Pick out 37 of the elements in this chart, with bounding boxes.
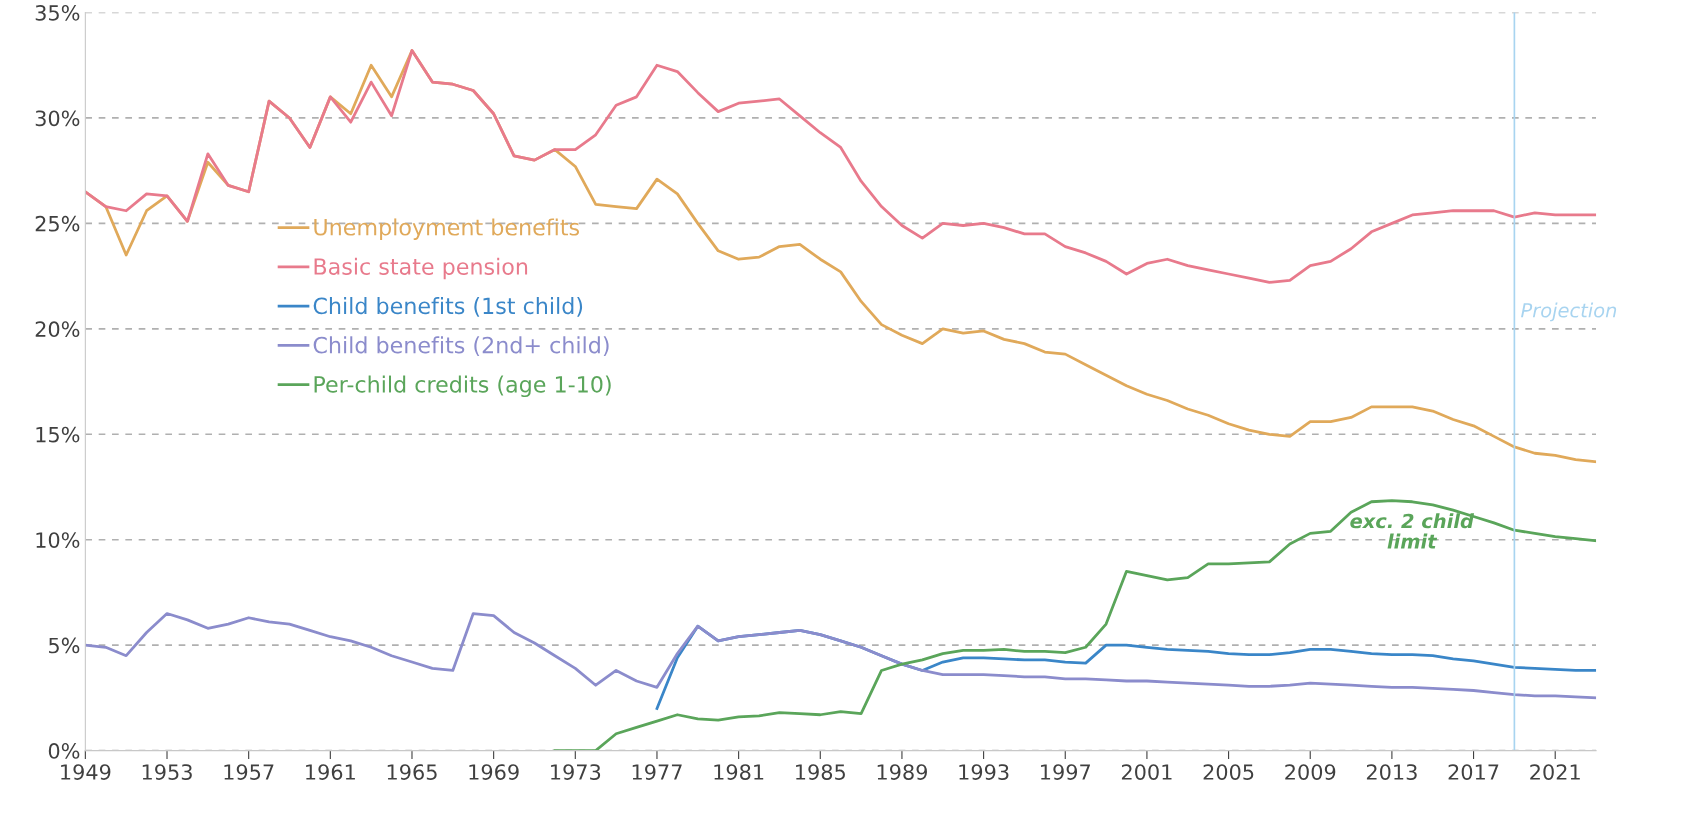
line-series [553, 499, 1597, 751]
y-tick-label: 15% [36, 426, 80, 443]
y-tick-label: 5% [49, 637, 80, 654]
x-tick-label: 2021 [1530, 764, 1580, 780]
x-tick-label: 1965 [387, 764, 437, 780]
x-tick-label: 2001 [1121, 764, 1172, 780]
y-tick-label: 10% [36, 532, 80, 548]
x-tick-label: 1977 [632, 764, 682, 780]
x-tick-label: 2005 [1203, 764, 1254, 780]
x-tick-label: 1997 [1041, 764, 1090, 780]
x-tick-label: 1961 [306, 764, 355, 780]
x-tick-label: 1957 [224, 764, 274, 780]
x-tick-label: 2013 [1366, 764, 1417, 780]
x-tick-label: 1993 [959, 764, 1009, 780]
x-tick-label: 1973 [551, 764, 601, 780]
x-tick-label: 1985 [796, 764, 845, 780]
legend-label: Basic state pension [314, 257, 528, 280]
x-tick-label: 1981 [714, 764, 764, 780]
annotation: exc. 2 child limit [1350, 513, 1475, 549]
y-tick-label: 35% [35, 4, 80, 21]
y-tick-label: 30% [35, 110, 80, 127]
legend-label: Child benefits (1st child) [313, 296, 583, 317]
x-tick-label: 2017 [1448, 764, 1499, 780]
line-series [85, 612, 1597, 700]
ref-line-label: Projection [1521, 302, 1617, 322]
legend-label: Unemployment benefits [314, 218, 580, 240]
line-series [85, 49, 1597, 284]
y-tick-label: 25% [35, 215, 80, 232]
legend-label: Child benefits (2nd+ child) [313, 336, 609, 357]
x-tick-label: 1949 [61, 764, 111, 780]
legend-label: Per-child credits (age 1-10) [314, 375, 611, 398]
x-tick-label: 1989 [877, 764, 927, 780]
x-tick-label: 2009 [1285, 764, 1336, 780]
x-tick-label: 1953 [142, 764, 192, 780]
y-tick-label: 20% [35, 321, 80, 338]
y-tick-label: 0% [48, 743, 80, 759]
x-tick-label: 1969 [469, 764, 519, 780]
